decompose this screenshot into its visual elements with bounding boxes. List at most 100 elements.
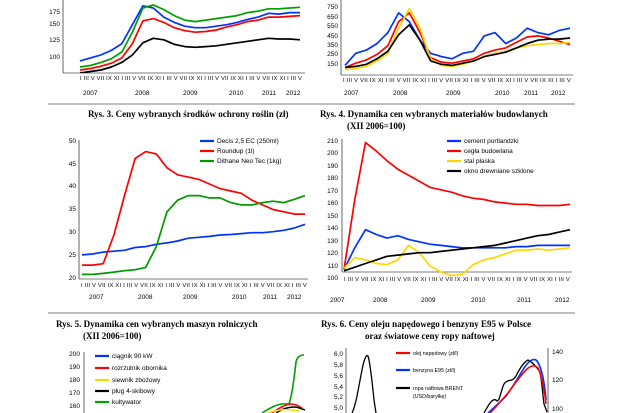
- y-tick-label: 190: [327, 163, 338, 170]
- series-line-3: [343, 244, 571, 277]
- y-tick-label: 200: [327, 150, 338, 157]
- chart-3-yticks: 50 45 40 35 30 25 20: [69, 138, 77, 282]
- chart-4-title: Rys. 4. Dynamika cen wybranych materiałó…: [320, 109, 548, 119]
- y-tick-label: 140: [327, 225, 338, 232]
- y2-tick-label: 120: [552, 377, 563, 384]
- chart-6: Rys. 6. Ceny oleju napędowego i benzyny …: [321, 319, 563, 413]
- y-tick-label: 5,8: [334, 362, 343, 369]
- year-label: 2011: [524, 90, 538, 97]
- series-line-kultywator: [261, 354, 305, 413]
- series-line-2: [343, 141, 571, 270]
- year-label: 2007: [330, 297, 345, 304]
- chart-5-legend: ciągnik 90 kW rozrzutnik obornika siewni…: [95, 353, 167, 406]
- series-line-3: [344, 7, 571, 71]
- y-tick-label: 175: [49, 9, 60, 16]
- year-label: 2008: [393, 90, 408, 97]
- year-label: 2009: [183, 294, 198, 301]
- series-line-3: [79, 4, 301, 68]
- month-ticks: I III V VII IX XI I III V VII IX XI I II…: [343, 78, 572, 84]
- legend-label-cement: cement portlandzki: [464, 138, 519, 145]
- legend-label-ropa-unit: (USD/baryłkę): [413, 394, 446, 400]
- y-tick-label: 35: [69, 206, 77, 213]
- y-tick-label: 150: [49, 21, 60, 28]
- legend-label-ropa: ropa naftowa BRENT: [413, 386, 464, 392]
- chart-1-yticks: 175 150 125 100: [49, 9, 60, 61]
- year-label: 2007: [83, 90, 98, 97]
- legend-label-rozrzutnik: rozrzutnik obornika: [112, 365, 167, 372]
- year-label: 2007: [344, 90, 359, 97]
- series-line-2: [82, 150, 305, 266]
- y2-tick-label: 100: [552, 406, 563, 413]
- y-tick-label: 550: [327, 23, 338, 30]
- legend-label-plug: pług 4-skibowy: [112, 388, 156, 395]
- y-tick-label: 170: [327, 188, 338, 195]
- series-line-siewnik: [267, 408, 301, 413]
- year-label: 2012: [286, 90, 301, 97]
- y-tick-label: 170: [69, 390, 80, 397]
- series-line-2: [79, 14, 301, 71]
- y-tick-label: 5,0: [334, 405, 343, 412]
- chart-3-legend: Decis 2,5 EC (250ml) Roundup (1l) Dithan…: [200, 138, 282, 165]
- series-line-1: [344, 12, 571, 66]
- y-tick-label: 650: [327, 14, 338, 21]
- y-tick-label: 50: [69, 138, 77, 145]
- series-line-4: [344, 24, 571, 69]
- month-ticks: I III V VII IX XI I III V VII IX XI I II…: [81, 283, 308, 289]
- year-label: 2008: [373, 297, 388, 304]
- y-tick-label: 25: [69, 252, 77, 259]
- legend-label-okno: okno drewniane szklone: [464, 168, 534, 175]
- y2-tick-label: 140: [552, 349, 563, 356]
- y-tick-label: 120: [327, 250, 338, 257]
- chart-5: Rys. 5. Dynamika cen wybranych maszyn ro…: [56, 319, 306, 413]
- legend-label-dithane: Dithane Neo Tec (1kg): [217, 158, 282, 165]
- legend-label-ciagnik: ciągnik 90 kW: [112, 353, 153, 360]
- series-line-ropa-left: [351, 354, 377, 413]
- y-tick-label: 40: [69, 183, 77, 190]
- year-label: 2011: [262, 90, 276, 97]
- chart-5-subtitle: (XII 2006=100): [83, 331, 141, 341]
- series-line-4: [79, 37, 301, 73]
- y-tick-label: 160: [69, 403, 80, 410]
- chart-5-title: Rys. 5. Dynamika cen wybranych maszyn ro…: [56, 319, 258, 329]
- legend-label-siewnik: siewnik zbożowy: [112, 377, 161, 384]
- y-tick-label: 125: [49, 37, 60, 44]
- series-line-1: [79, 4, 300, 62]
- series-line-olej: [489, 365, 547, 413]
- y-tick-label: 5,2: [334, 394, 343, 401]
- y-tick-label: 160: [327, 200, 338, 207]
- y-tick-label: 150: [327, 213, 338, 220]
- chart-1: 175 150 125 100 I III V VII IX XI I III …: [49, 0, 305, 97]
- chart-1-years: 2007 2008 2009 2010 2011 2012: [83, 90, 301, 97]
- legend-label-kultywator: kultywator: [112, 399, 142, 406]
- y-tick-label: 110: [328, 263, 339, 270]
- chart-2-series: [344, 7, 571, 71]
- legend-label-roundup: Roundup (1l): [217, 148, 255, 155]
- chart-4-yticks: 210 200 190 180 170 160 150 140 130 120 …: [327, 138, 338, 282]
- chart-6-yticks-right: 140 120 100: [552, 349, 563, 413]
- year-label: 2012: [287, 294, 302, 301]
- y-tick-label: 5,4: [334, 384, 343, 391]
- chart-2-years: 2007 2008 2009 2010 2011 2012: [344, 90, 566, 97]
- year-label: 2008: [138, 294, 153, 301]
- chart-6-series: [351, 354, 548, 413]
- year-label: 2010: [232, 294, 247, 301]
- legend-label-olej: olej napędowy (zł/l): [413, 351, 459, 357]
- legend-label-cegla: cegła budowlana: [464, 148, 513, 155]
- chart-4-subtitle: (XII 2006=100): [347, 121, 405, 131]
- chart-4-years: 2007 2008 2009 2010 2011 2012: [330, 297, 570, 304]
- year-label: 2012: [551, 90, 566, 97]
- chart-5-yticks: 200 190 180 170 160: [69, 351, 80, 410]
- chart-3-title: Rys. 3. Ceny wybranych środków ochrony r…: [88, 109, 288, 119]
- chart-1-series: [79, 4, 301, 73]
- series-line-1: [343, 228, 570, 270]
- y-tick-label: 210: [327, 138, 338, 145]
- y-tick-label: 100: [49, 54, 60, 61]
- month-ticks: I III V VII IX XI I III V VII IX XI I II…: [344, 277, 571, 283]
- series-line-2: [344, 12, 571, 69]
- y-tick-label: 30: [69, 229, 77, 236]
- year-label: 2010: [229, 90, 244, 97]
- year-label: 2009: [421, 297, 436, 304]
- chart-6-yticks-left: 6,0 5,8 5,6 5,4 5,2 5,0: [334, 351, 343, 412]
